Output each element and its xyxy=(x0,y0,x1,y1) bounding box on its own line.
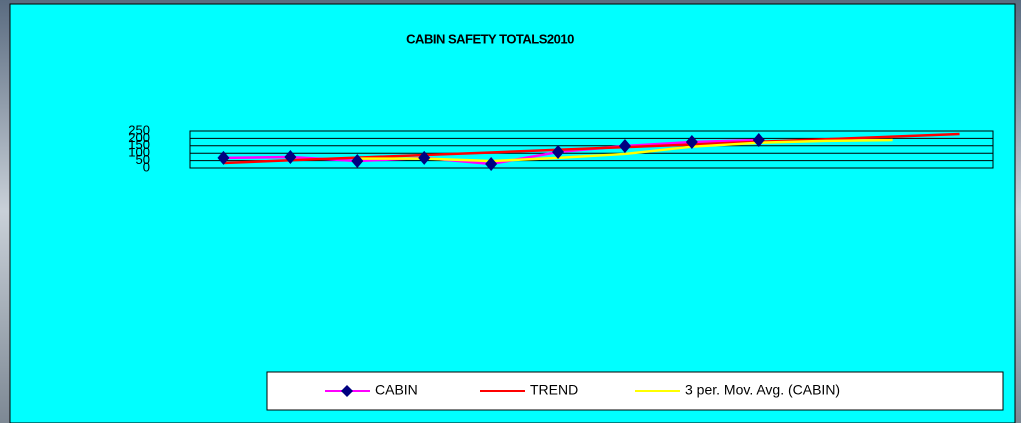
y-tick-label: 100 xyxy=(128,145,150,160)
y-tick-label: 150 xyxy=(128,137,150,152)
y-tick-label: 250 xyxy=(128,122,150,137)
marker xyxy=(685,134,698,149)
marker xyxy=(618,138,631,153)
chart-title: CABIN SAFETY TOTALS2010 xyxy=(406,31,574,46)
y-tick-label: 0 xyxy=(143,159,150,174)
marker xyxy=(217,150,230,165)
legend-label: 3 per. Mov. Avg. (CABIN) xyxy=(685,382,840,398)
marker xyxy=(485,157,498,172)
marker xyxy=(284,150,297,165)
series-line xyxy=(357,138,893,163)
marker xyxy=(351,154,364,169)
legend-marker xyxy=(341,385,353,397)
legend-label: TREND xyxy=(530,382,578,398)
legend-label: CABIN xyxy=(375,382,418,398)
y-tick-label: 200 xyxy=(128,130,150,145)
chart-area xyxy=(9,3,1016,423)
marker xyxy=(552,145,565,160)
marker xyxy=(752,133,765,148)
series-line xyxy=(223,132,960,165)
y-tick-label: 50 xyxy=(136,152,150,167)
marker xyxy=(418,150,431,165)
